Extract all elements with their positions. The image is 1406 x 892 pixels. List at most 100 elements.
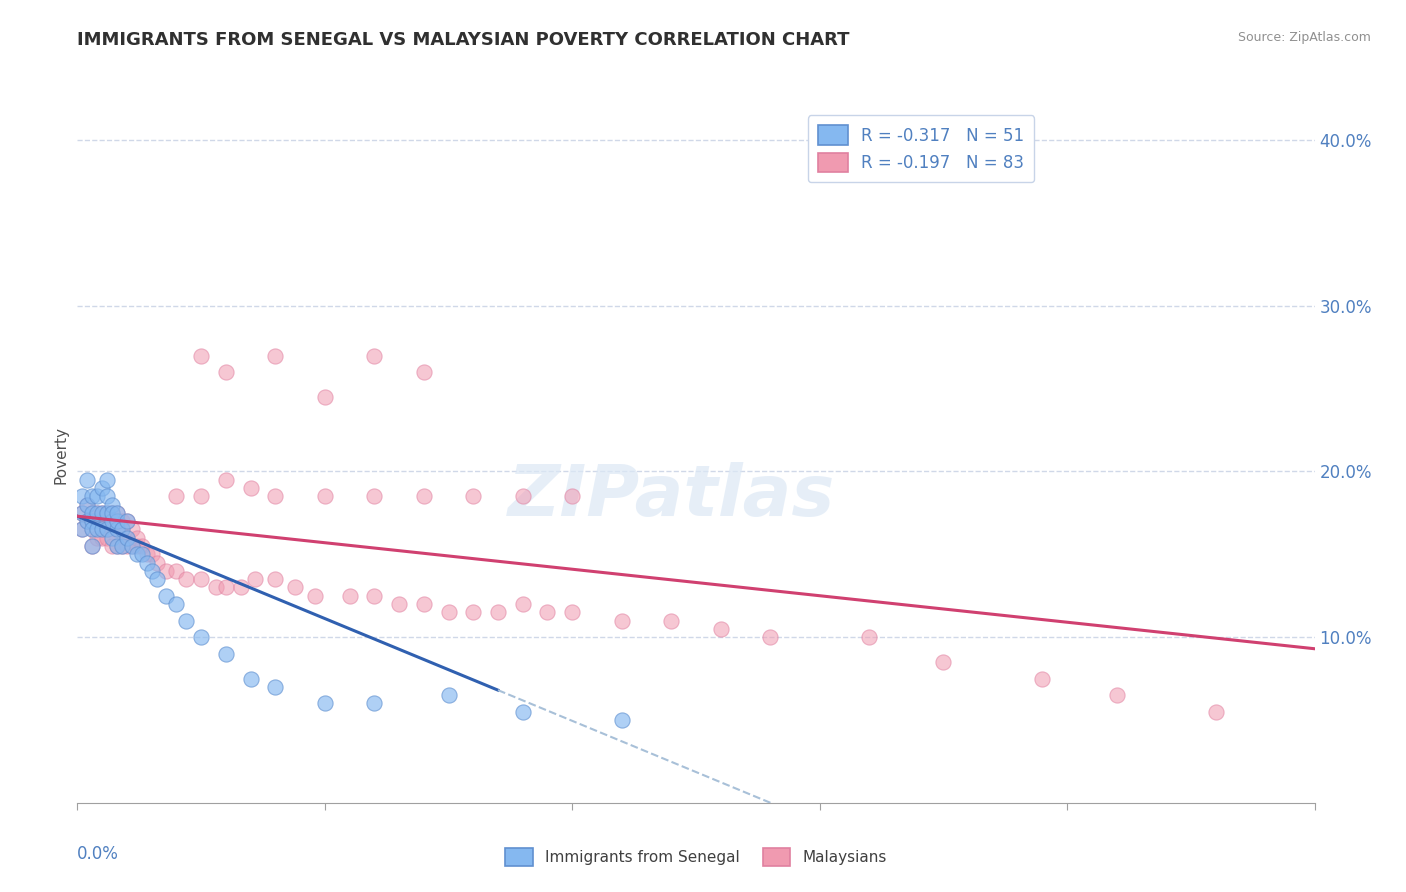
Point: [239, 481, 262, 495]
Point: [229, 581, 252, 595]
Point: [115, 514, 138, 528]
Point: [264, 349, 287, 363]
Point: [76, 473, 98, 487]
Text: IMMIGRANTS FROM SENEGAL VS MALAYSIAN POVERTY CORRELATION CHART: IMMIGRANTS FROM SENEGAL VS MALAYSIAN POV…: [77, 31, 849, 49]
Point: [314, 697, 336, 711]
Point: [96, 531, 118, 545]
Point: [363, 589, 385, 603]
Point: [215, 365, 238, 379]
Point: [86, 506, 108, 520]
Point: [412, 597, 434, 611]
Point: [610, 713, 633, 727]
Point: [141, 547, 163, 561]
Point: [932, 655, 955, 669]
Point: [82, 506, 104, 520]
Point: [105, 539, 128, 553]
Point: [101, 539, 124, 553]
Point: [115, 531, 138, 545]
Point: [1105, 688, 1128, 702]
Point: [72, 506, 94, 520]
Point: [363, 489, 385, 503]
Point: [245, 572, 267, 586]
Point: [264, 489, 287, 503]
Point: [115, 539, 138, 553]
Point: [215, 473, 238, 487]
Point: [125, 531, 148, 545]
Point: [82, 523, 104, 537]
Point: [82, 489, 104, 503]
Point: [115, 531, 138, 545]
Point: [82, 523, 104, 537]
Point: [264, 680, 287, 694]
Point: [412, 489, 434, 503]
Point: [72, 523, 94, 537]
Point: [314, 489, 336, 503]
Point: [190, 489, 212, 503]
Point: [96, 523, 118, 537]
Point: [101, 523, 124, 537]
Point: [239, 672, 262, 686]
Point: [76, 498, 98, 512]
Point: [304, 589, 326, 603]
Point: [121, 523, 143, 537]
Point: [561, 605, 583, 619]
Point: [101, 498, 124, 512]
Point: [82, 506, 104, 520]
Point: [610, 614, 633, 628]
Point: [82, 514, 104, 528]
Point: [86, 506, 108, 520]
Point: [463, 605, 485, 619]
Point: [76, 514, 98, 528]
Point: [96, 506, 118, 520]
Point: [105, 506, 128, 520]
Point: [115, 514, 138, 528]
Point: [131, 539, 153, 553]
Point: [174, 614, 197, 628]
Point: [121, 539, 143, 553]
Point: [96, 489, 118, 503]
Point: [105, 506, 128, 520]
Point: [86, 489, 108, 503]
Point: [101, 506, 124, 520]
Point: [205, 581, 228, 595]
Point: [1031, 672, 1053, 686]
Point: [412, 365, 434, 379]
Point: [72, 506, 94, 520]
Point: [105, 523, 128, 537]
Point: [111, 539, 134, 553]
Point: [101, 531, 124, 545]
Point: [86, 523, 108, 537]
Point: [437, 688, 460, 702]
Point: [284, 581, 307, 595]
Point: [105, 539, 128, 553]
Point: [363, 349, 385, 363]
Point: [512, 489, 534, 503]
Point: [82, 539, 104, 553]
Point: [96, 506, 118, 520]
Point: [190, 349, 212, 363]
Text: Source: ZipAtlas.com: Source: ZipAtlas.com: [1237, 31, 1371, 45]
Point: [131, 547, 153, 561]
Point: [86, 514, 108, 528]
Point: [512, 597, 534, 611]
Point: [111, 539, 134, 553]
Point: [135, 556, 157, 570]
Point: [111, 523, 134, 537]
Point: [759, 630, 782, 644]
Point: [155, 564, 177, 578]
Point: [536, 605, 558, 619]
Point: [111, 514, 134, 528]
Point: [363, 697, 385, 711]
Point: [82, 539, 104, 553]
Point: [91, 523, 114, 537]
Point: [91, 506, 114, 520]
Point: [141, 564, 163, 578]
Point: [561, 489, 583, 503]
Point: [76, 514, 98, 528]
Point: [165, 564, 187, 578]
Point: [710, 622, 733, 636]
Point: [111, 523, 134, 537]
Point: [145, 556, 167, 570]
Point: [91, 481, 114, 495]
Point: [165, 489, 187, 503]
